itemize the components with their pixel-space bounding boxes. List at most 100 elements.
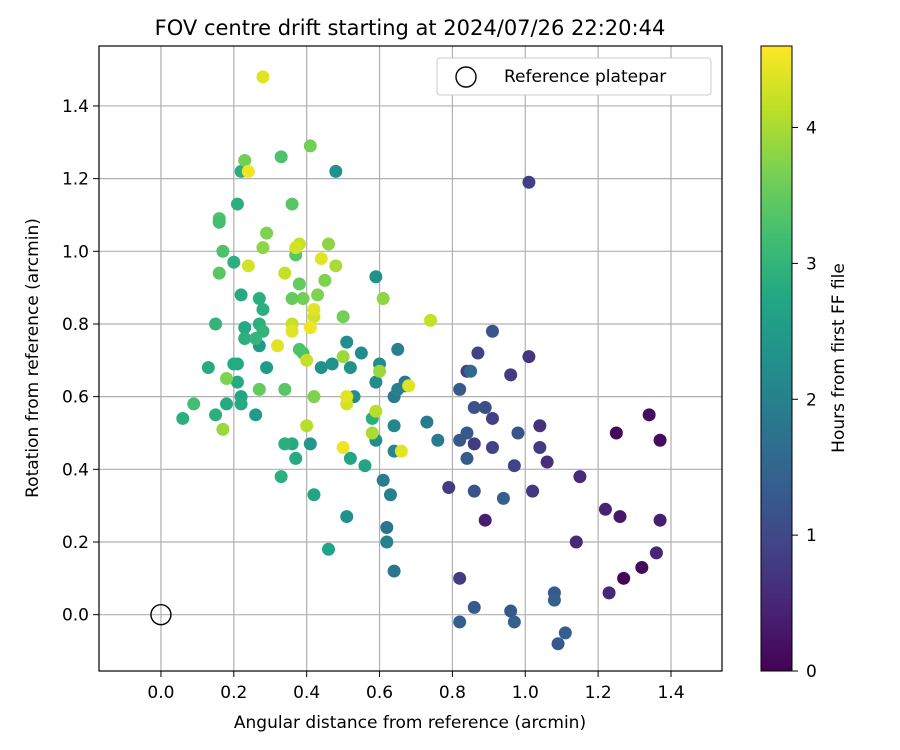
scatter-point xyxy=(241,259,255,273)
scatter-point xyxy=(467,600,481,614)
scatter-point xyxy=(387,419,401,433)
y-tick-label: 0.6 xyxy=(62,388,89,408)
scatter-point xyxy=(230,375,244,389)
scatter-point xyxy=(365,426,379,440)
scatter-point xyxy=(424,313,438,327)
chart-title: FOV centre drift starting at 2024/07/26 … xyxy=(155,16,666,40)
scatter-point xyxy=(453,615,467,629)
scatter-point xyxy=(558,626,572,640)
scatter-point xyxy=(354,346,368,360)
x-tick-label: 1.2 xyxy=(585,683,612,703)
scatter-point xyxy=(252,292,266,306)
scatter-point xyxy=(238,332,252,346)
x-tick-label: 0.2 xyxy=(220,683,247,703)
scatter-point xyxy=(300,353,314,367)
scatter-point xyxy=(496,491,510,505)
scatter-point xyxy=(609,426,623,440)
y-tick-label: 0.8 xyxy=(62,315,89,335)
scatter-point xyxy=(234,288,248,302)
scatter-point xyxy=(303,321,317,335)
scatter-point xyxy=(238,321,252,335)
scatter-point xyxy=(602,586,616,600)
scatter-point xyxy=(369,375,383,389)
scatter-point xyxy=(212,266,226,280)
scatter-point xyxy=(260,226,274,240)
scatter-point xyxy=(336,350,350,364)
y-tick-label: 0.4 xyxy=(62,460,89,480)
scatter-point xyxy=(220,397,234,411)
scatter-point xyxy=(278,437,292,451)
scatter-point xyxy=(318,273,332,287)
scatter-point xyxy=(467,401,481,415)
scatter-point xyxy=(314,361,328,375)
scatter-point xyxy=(249,332,263,346)
scatter-point xyxy=(369,404,383,418)
scatter-point xyxy=(285,292,299,306)
reference-marker xyxy=(150,603,172,626)
scatter-point xyxy=(274,470,288,484)
plot-area xyxy=(98,45,723,672)
scatter-point xyxy=(303,437,317,451)
scatter-point xyxy=(533,441,547,455)
colorbar-label: Hours from first FF file xyxy=(829,263,849,453)
scatter-point xyxy=(303,139,317,153)
scatter-point xyxy=(387,564,401,578)
legend-marker-icon xyxy=(455,66,477,88)
scatter-point xyxy=(285,324,299,338)
scatter-point xyxy=(329,164,343,178)
scatter-point xyxy=(522,350,536,364)
scatter-point xyxy=(376,292,390,306)
colorbar xyxy=(760,45,793,672)
reference-platepar-point xyxy=(150,603,172,626)
scatter-point xyxy=(391,342,405,356)
scatter-point xyxy=(343,361,357,375)
scatter-point xyxy=(464,364,478,378)
scatter-point xyxy=(453,433,467,447)
scatter-point xyxy=(307,390,321,404)
scatter-point xyxy=(533,419,547,433)
scatter-point xyxy=(598,502,612,516)
scatter-point xyxy=(478,513,492,527)
scatter-point xyxy=(220,371,234,385)
scatter-point xyxy=(230,197,244,211)
scatter-point xyxy=(271,339,285,353)
scatter-point xyxy=(216,422,230,436)
scatter-point xyxy=(420,415,434,429)
legend-box xyxy=(436,57,712,96)
scatter-point xyxy=(467,437,481,451)
scatter-point xyxy=(278,266,292,280)
scatter-point xyxy=(478,401,492,415)
scatter-point xyxy=(209,408,223,422)
scatter-point xyxy=(369,270,383,284)
scatter-point xyxy=(238,153,252,167)
x-axis-label: Angular distance from reference (arcmin) xyxy=(234,713,586,733)
scatter-point xyxy=(551,637,565,651)
x-tick-label: 0.0 xyxy=(147,683,174,703)
scatter-point xyxy=(216,244,230,258)
scatter-point xyxy=(234,397,248,411)
scatter-point xyxy=(322,237,336,251)
scatter-point xyxy=(340,510,354,524)
scatter-point xyxy=(212,215,226,229)
scatter-point xyxy=(504,368,518,382)
scatter-point xyxy=(289,451,303,465)
scatter-point xyxy=(241,164,255,178)
scatter-point xyxy=(307,488,321,502)
scatter-point xyxy=(460,451,474,465)
scatter-point xyxy=(340,335,354,349)
scatter-point xyxy=(642,408,656,422)
scatter-point xyxy=(431,433,445,447)
scatter-point xyxy=(325,357,339,371)
scatter-point xyxy=(653,513,667,527)
scatter-point xyxy=(649,546,663,560)
scatter-point xyxy=(358,459,372,473)
legend: Reference platepar xyxy=(436,57,712,96)
scatter-point xyxy=(227,357,241,371)
scatter-point xyxy=(201,361,215,375)
scatter-point xyxy=(336,441,350,455)
scatter-point xyxy=(373,364,387,378)
scatter-point xyxy=(256,302,270,316)
scatter-point xyxy=(278,382,292,396)
scatter-point xyxy=(573,470,587,484)
